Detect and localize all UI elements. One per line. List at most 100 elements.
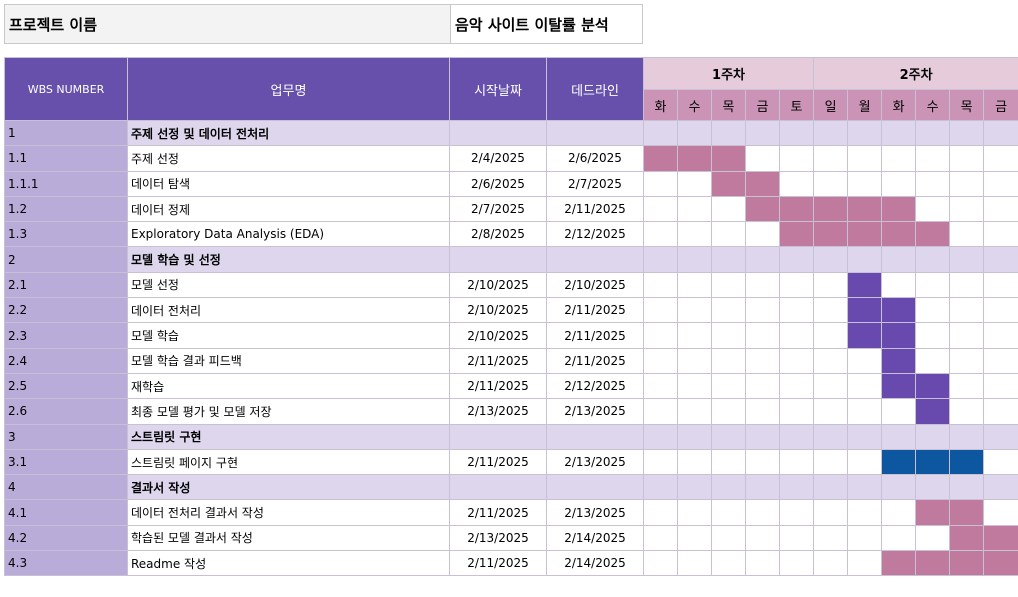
start-date-cell[interactable] bbox=[449, 474, 547, 501]
start-date-cell[interactable] bbox=[449, 119, 547, 147]
wbs-number-cell[interactable]: 1.1.1 bbox=[4, 170, 128, 197]
gantt-day-cell[interactable] bbox=[677, 372, 712, 400]
gantt-day-cell[interactable] bbox=[745, 524, 780, 552]
gantt-day-cell[interactable] bbox=[813, 550, 849, 577]
gantt-day-cell[interactable] bbox=[677, 221, 712, 248]
gantt-bar-cell[interactable] bbox=[643, 145, 678, 172]
gantt-day-cell[interactable] bbox=[881, 423, 917, 450]
deadline-cell[interactable] bbox=[546, 423, 644, 450]
gantt-day-cell[interactable] bbox=[881, 474, 917, 501]
gantt-day-cell[interactable] bbox=[745, 119, 780, 147]
gantt-bar-cell[interactable] bbox=[778, 221, 815, 248]
gantt-day-cell[interactable] bbox=[847, 170, 883, 197]
gantt-bar-cell[interactable] bbox=[949, 448, 985, 476]
gantt-day-cell[interactable] bbox=[847, 372, 883, 400]
gantt-day-cell[interactable] bbox=[643, 550, 678, 577]
gantt-day-cell[interactable] bbox=[983, 195, 1018, 223]
gantt-day-cell[interactable] bbox=[915, 474, 951, 501]
task-name-cell[interactable]: 데이터 탐색 bbox=[127, 170, 450, 197]
gantt-bar-cell[interactable] bbox=[881, 550, 917, 577]
gantt-day-cell[interactable] bbox=[983, 448, 1018, 476]
gantt-day-cell[interactable] bbox=[949, 398, 985, 425]
gantt-day-cell[interactable] bbox=[949, 170, 985, 197]
gantt-day-cell[interactable] bbox=[915, 271, 951, 299]
wbs-number-cell[interactable]: 4.2 bbox=[4, 524, 128, 552]
start-date-cell[interactable]: 2/6/2025 bbox=[449, 170, 547, 197]
gantt-day-cell[interactable] bbox=[915, 170, 951, 197]
gantt-day-cell[interactable] bbox=[778, 372, 815, 400]
day-header[interactable]: 화 bbox=[643, 89, 678, 121]
gantt-day-cell[interactable] bbox=[677, 448, 712, 476]
wbs-number-cell[interactable]: 1 bbox=[4, 119, 128, 147]
start-date-cell[interactable]: 2/10/2025 bbox=[449, 297, 547, 324]
gantt-day-cell[interactable] bbox=[677, 297, 712, 324]
wbs-number-cell[interactable]: 2.5 bbox=[4, 372, 128, 400]
gantt-day-cell[interactable] bbox=[949, 297, 985, 324]
day-header[interactable]: 화 bbox=[881, 89, 917, 121]
gantt-day-cell[interactable] bbox=[778, 398, 815, 425]
gantt-bar-cell[interactable] bbox=[847, 297, 883, 324]
gantt-day-cell[interactable] bbox=[745, 322, 780, 349]
gantt-day-cell[interactable] bbox=[847, 423, 883, 450]
gantt-day-cell[interactable] bbox=[677, 423, 712, 450]
gantt-day-cell[interactable] bbox=[778, 271, 815, 299]
start-date-cell[interactable]: 2/11/2025 bbox=[449, 499, 547, 526]
gantt-bar-cell[interactable] bbox=[949, 550, 985, 577]
gantt-day-cell[interactable] bbox=[643, 372, 678, 400]
gantt-day-cell[interactable] bbox=[745, 221, 780, 248]
gantt-day-cell[interactable] bbox=[983, 271, 1018, 299]
gantt-day-cell[interactable] bbox=[915, 322, 951, 349]
gantt-day-cell[interactable] bbox=[949, 145, 985, 172]
wbs-number-cell[interactable]: 4 bbox=[4, 474, 128, 501]
gantt-day-cell[interactable] bbox=[915, 119, 951, 147]
task-name-cell[interactable]: 모델 선정 bbox=[127, 271, 450, 299]
deadline-cell[interactable] bbox=[546, 474, 644, 501]
gantt-day-cell[interactable] bbox=[949, 246, 985, 273]
header-week-2[interactable]: 2주차 bbox=[813, 57, 1018, 90]
gantt-day-cell[interactable] bbox=[813, 145, 849, 172]
gantt-day-cell[interactable] bbox=[643, 271, 678, 299]
gantt-bar-cell[interactable] bbox=[745, 195, 780, 223]
gantt-day-cell[interactable] bbox=[745, 145, 780, 172]
start-date-cell[interactable]: 2/13/2025 bbox=[449, 524, 547, 552]
gantt-day-cell[interactable] bbox=[813, 347, 849, 374]
gantt-day-cell[interactable] bbox=[778, 347, 815, 374]
gantt-day-cell[interactable] bbox=[778, 145, 815, 172]
gantt-day-cell[interactable] bbox=[778, 246, 815, 273]
gantt-day-cell[interactable] bbox=[745, 550, 780, 577]
gantt-day-cell[interactable] bbox=[711, 499, 746, 526]
wbs-number-cell[interactable]: 1.1 bbox=[4, 145, 128, 172]
gantt-day-cell[interactable] bbox=[915, 347, 951, 374]
gantt-day-cell[interactable] bbox=[813, 170, 849, 197]
gantt-day-cell[interactable] bbox=[847, 499, 883, 526]
gantt-day-cell[interactable] bbox=[949, 474, 985, 501]
gantt-day-cell[interactable] bbox=[643, 119, 678, 147]
deadline-cell[interactable]: 2/7/2025 bbox=[546, 170, 644, 197]
gantt-day-cell[interactable] bbox=[847, 119, 883, 147]
gantt-day-cell[interactable] bbox=[983, 170, 1018, 197]
deadline-cell[interactable]: 2/11/2025 bbox=[546, 297, 644, 324]
start-date-cell[interactable]: 2/13/2025 bbox=[449, 398, 547, 425]
task-name-cell[interactable]: 학습된 모델 결과서 작성 bbox=[127, 524, 450, 552]
gantt-day-cell[interactable] bbox=[813, 448, 849, 476]
gantt-day-cell[interactable] bbox=[643, 297, 678, 324]
gantt-day-cell[interactable] bbox=[643, 448, 678, 476]
task-name-cell[interactable]: 데이터 정제 bbox=[127, 195, 450, 223]
gantt-bar-cell[interactable] bbox=[949, 499, 985, 526]
gantt-day-cell[interactable] bbox=[677, 474, 712, 501]
gantt-bar-cell[interactable] bbox=[711, 145, 746, 172]
day-header[interactable]: 토 bbox=[778, 89, 815, 121]
gantt-day-cell[interactable] bbox=[745, 499, 780, 526]
gantt-day-cell[interactable] bbox=[949, 423, 985, 450]
deadline-cell[interactable]: 2/6/2025 bbox=[546, 145, 644, 172]
gantt-day-cell[interactable] bbox=[745, 423, 780, 450]
gantt-day-cell[interactable] bbox=[711, 423, 746, 450]
gantt-day-cell[interactable] bbox=[745, 398, 780, 425]
gantt-day-cell[interactable] bbox=[643, 423, 678, 450]
gantt-day-cell[interactable] bbox=[677, 398, 712, 425]
gantt-bar-cell[interactable] bbox=[983, 524, 1018, 552]
gantt-bar-cell[interactable] bbox=[847, 195, 883, 223]
task-name-cell[interactable]: 데이터 전처리 bbox=[127, 297, 450, 324]
header-week-1[interactable]: 1주차 bbox=[642, 57, 815, 90]
gantt-day-cell[interactable] bbox=[881, 119, 917, 147]
